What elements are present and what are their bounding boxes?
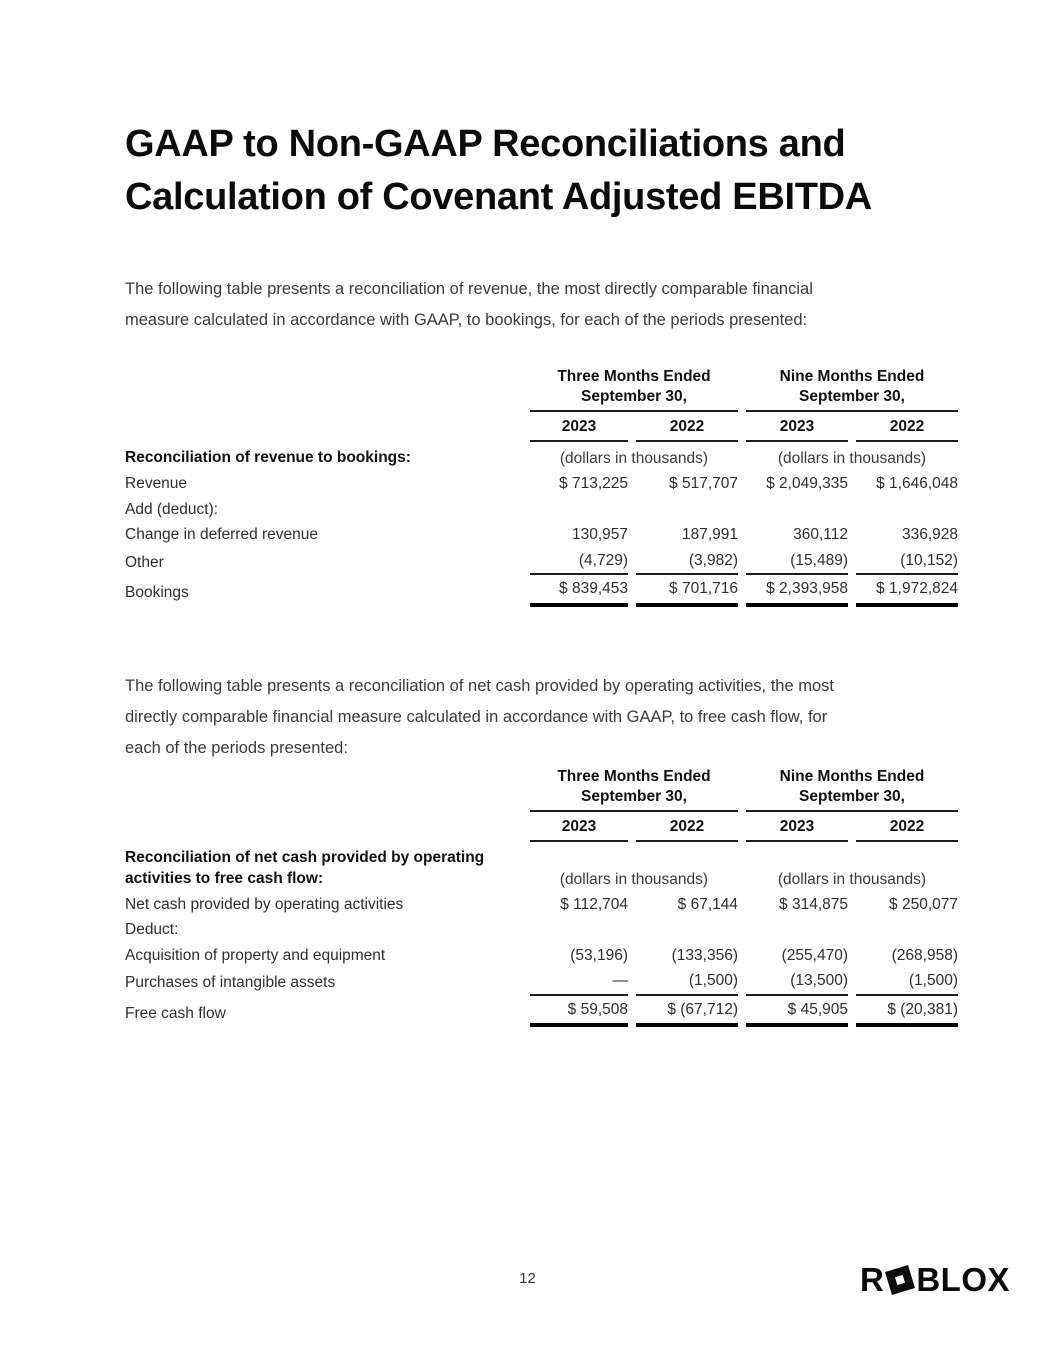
year-header: 2022 xyxy=(856,412,958,442)
col-group-header-nine-months: Nine Months Ended September 30, xyxy=(746,767,958,812)
cell-value: $ 314,875 xyxy=(779,895,848,913)
unit-label: (dollars in thousands) xyxy=(777,450,927,467)
row-label: Other xyxy=(125,553,164,571)
cell-value: (3,982) xyxy=(636,548,738,575)
row-label: Purchases of intangible assets xyxy=(125,974,336,991)
section-label: Reconciliation of revenue to bookings: xyxy=(125,449,411,466)
table-row-net-cash-operating: Net cash provided by operating activitie… xyxy=(125,892,958,918)
cell-value: $ 2,049,335 xyxy=(766,475,848,492)
cell-value: $ 517,707 xyxy=(669,475,738,492)
cell-value: 187,991 xyxy=(681,526,738,543)
cell-value: $ (20,381) xyxy=(856,996,958,1027)
logo-text-r: R xyxy=(859,1261,885,1298)
cell-value: $ 45,905 xyxy=(746,996,848,1027)
bookings-reconciliation-table: Three Months Ended September 30, Nine Mo… xyxy=(125,367,958,607)
row-label: Acquisition of property and equipment xyxy=(125,946,386,964)
cell-value: (1,500) xyxy=(636,968,738,996)
cell-value: (13,500) xyxy=(746,968,848,996)
unit-label: (dollars in thousands) xyxy=(559,870,709,888)
table-row-years: 2023 2022 2023 2022 xyxy=(125,812,958,842)
table-row-add-deduct: Add (deduct): xyxy=(125,497,958,523)
cell-value: $ (67,712) xyxy=(636,996,738,1027)
table-row-section-header: Reconciliation of revenue to bookings: (… xyxy=(125,442,958,471)
cell-value: — xyxy=(530,968,628,996)
cell-value: (4,729) xyxy=(530,548,628,575)
col-group-header-nine-months: Nine Months Ended September 30, xyxy=(746,367,958,412)
page-number: 12 xyxy=(519,1270,536,1287)
cell-value: $ 839,453 xyxy=(530,575,628,607)
year-header: 2022 xyxy=(856,812,958,842)
row-label: Add (deduct): xyxy=(125,500,219,518)
col-group-header-three-months: Three Months Ended September 30, xyxy=(530,367,738,412)
cell-value: (53,196) xyxy=(570,946,628,964)
col-group-header-three-months: Three Months Ended September 30, xyxy=(530,767,738,812)
section-label: Reconciliation of net cash provided by o… xyxy=(125,848,485,887)
row-label: Change in deferred revenue xyxy=(125,526,319,543)
cell-value: $ 250,077 xyxy=(889,895,958,913)
spacer-cell xyxy=(125,411,522,412)
cell-value: $ 701,716 xyxy=(636,575,738,607)
cell-value: 336,928 xyxy=(901,526,958,543)
table-row-bookings-total: Bookings $ 839,453 $ 701,716 $ 2,393,958… xyxy=(125,575,958,607)
table-row-acquisition-property-equipment: Acquisition of property and equipment (5… xyxy=(125,943,958,969)
row-label: Net cash provided by operating activitie… xyxy=(125,895,404,913)
year-header: 2022 xyxy=(636,812,738,842)
table-row-deduct: Deduct: xyxy=(125,917,958,943)
row-label: Revenue xyxy=(125,475,188,492)
free-cash-flow-reconciliation-table: Three Months Ended September 30, Nine Mo… xyxy=(125,767,958,1027)
cell-value: 360,112 xyxy=(793,526,848,543)
cell-value: (268,958) xyxy=(891,946,958,964)
cell-value: (15,489) xyxy=(746,548,848,575)
table-row-revenue: Revenue $ 713,225 $ 517,707 $ 2,049,335 … xyxy=(125,471,958,497)
cell-value: $ 1,972,824 xyxy=(856,575,958,607)
table-row-free-cash-flow-total: Free cash flow $ 59,508 $ (67,712) $ 45,… xyxy=(125,996,958,1027)
spacer-cell xyxy=(125,811,522,812)
cell-value: (10,152) xyxy=(856,548,958,575)
table-row-years: 2023 2022 2023 2022 xyxy=(125,412,958,442)
cell-value: $ 67,144 xyxy=(677,895,738,913)
table-row-section-header: Reconciliation of net cash provided by o… xyxy=(125,842,958,892)
row-label: Free cash flow xyxy=(125,1004,226,1022)
table-row-column-groups: Three Months Ended September 30, Nine Mo… xyxy=(125,367,958,412)
cell-value: (1,500) xyxy=(856,968,958,996)
intro-paragraph-free-cash-flow: The following table presents a reconcili… xyxy=(125,676,834,757)
intro-paragraph-bookings: The following table presents a reconcili… xyxy=(125,280,813,329)
roblox-logo: R BLOX xyxy=(860,1261,1010,1299)
logo-square-hole xyxy=(895,1275,906,1285)
cell-value: $ 112,704 xyxy=(560,895,628,913)
row-label: Bookings xyxy=(125,584,189,601)
table-row-other: Other (4,729) (3,982) (15,489) (10,152) xyxy=(125,548,958,575)
cell-value: (133,356) xyxy=(671,946,738,964)
logo-text-blox: BLOX xyxy=(916,1261,1010,1298)
roblox-tilted-square-icon xyxy=(885,1265,916,1295)
table-row-column-groups: Three Months Ended September 30, Nine Mo… xyxy=(125,767,958,812)
unit-label: (dollars in thousands) xyxy=(777,870,927,888)
cell-value: $ 1,646,048 xyxy=(876,475,958,492)
page-title: GAAP to Non-GAAP Reconciliations and Cal… xyxy=(125,123,872,218)
year-header: 2023 xyxy=(746,812,848,842)
cell-value: $ 713,225 xyxy=(559,475,628,492)
table-row-change-in-deferred-revenue: Change in deferred revenue 130,957 187,9… xyxy=(125,522,958,548)
year-header: 2023 xyxy=(746,412,848,442)
cell-value: (255,470) xyxy=(781,946,848,964)
row-label: Deduct: xyxy=(125,921,179,938)
document-page: GAAP to Non-GAAP Reconciliations and Cal… xyxy=(125,0,958,1027)
year-header: 2022 xyxy=(636,412,738,442)
year-header: 2023 xyxy=(530,812,628,842)
year-header: 2023 xyxy=(530,412,628,442)
cell-value: $ 59,508 xyxy=(530,996,628,1027)
table-row-purchases-intangible-assets: Purchases of intangible assets — (1,500)… xyxy=(125,968,958,996)
unit-label: (dollars in thousands) xyxy=(559,450,709,467)
cell-value: $ 2,393,958 xyxy=(746,575,848,607)
cell-value: 130,957 xyxy=(571,526,628,543)
